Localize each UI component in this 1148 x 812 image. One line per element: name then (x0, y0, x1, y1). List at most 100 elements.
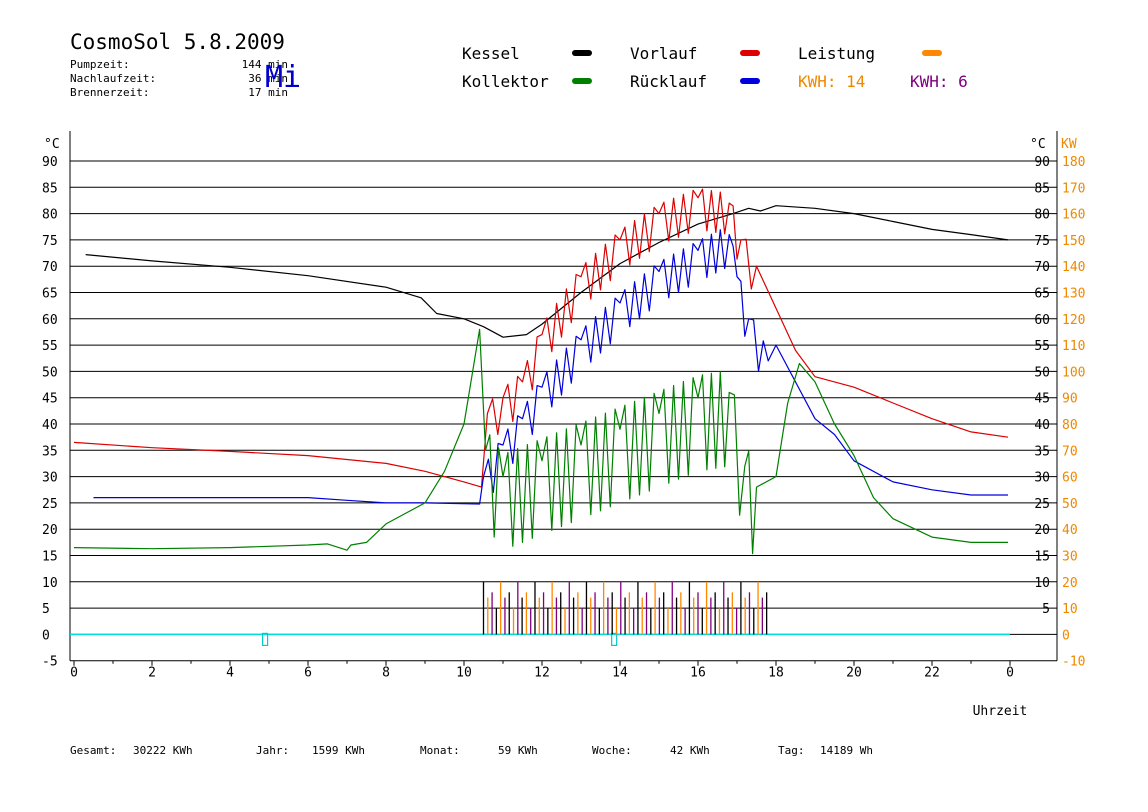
footer-gesamt-label: Gesamt: (70, 744, 117, 757)
y-axis-unit-left: °C (44, 137, 60, 152)
y-tick-label-right: 30 (1034, 471, 1050, 486)
stat-label: Pumpzeit: (70, 58, 130, 71)
y-tick-label-power: 140 (1062, 260, 1085, 275)
footer-woche-value: 42 KWh (670, 744, 710, 757)
x-tick-label: 12 (534, 666, 550, 681)
y-tick-label-power: 70 (1062, 444, 1078, 459)
legend-swatch-vorlauf (740, 50, 760, 56)
y-tick-label-left: 5 (42, 602, 50, 617)
y-tick-label-right: 45 (1034, 392, 1050, 407)
y-tick-label-power: 0 (1062, 628, 1070, 643)
series-line-rücklauf (93, 229, 1008, 505)
y-tick-label-right: 15 (1034, 550, 1050, 565)
y-tick-label-left: 35 (42, 444, 58, 459)
y-tick-label-left: 65 (42, 287, 58, 302)
y-tick-label-right: 60 (1034, 313, 1050, 328)
y-tick-label-left: 70 (42, 260, 58, 275)
y-tick-label-left: 20 (42, 523, 58, 538)
legend-swatch-kessel (572, 50, 592, 56)
x-tick-label: 8 (382, 666, 390, 681)
y-tick-label-left: 25 (42, 497, 58, 512)
x-tick-label: 20 (846, 666, 862, 681)
stat-value: 144 min (241, 58, 288, 71)
y-tick-label-left: 85 (42, 181, 58, 196)
y-tick-label-power: 20 (1062, 576, 1078, 591)
y-tick-label-power: 180 (1062, 155, 1085, 170)
y-tick-label-power: 160 (1062, 208, 1085, 223)
y-tick-label-power: 150 (1062, 234, 1085, 249)
y-tick-label-power: 10 (1062, 602, 1078, 617)
stat-value: 17 min (248, 86, 288, 99)
y-tick-label-right: 85 (1034, 181, 1050, 196)
footer-woche-label: Woche: (592, 744, 632, 757)
y-tick-label-power: 50 (1062, 497, 1078, 512)
baseline-marker (611, 632, 618, 647)
x-tick-label: 2 (148, 666, 156, 681)
series-line-vorlauf (73, 188, 1009, 488)
legend-label-ruecklauf: Rücklauf (630, 72, 708, 91)
legend-swatch-leistung (922, 50, 942, 56)
y-tick-label-power: 120 (1062, 313, 1085, 328)
stat-label: Brennerzeit: (70, 86, 150, 99)
y-tick-label-left: 15 (42, 550, 58, 565)
legend-label-vorlauf: Vorlauf (630, 44, 698, 63)
y-tick-label-left: 60 (42, 313, 58, 328)
legend-swatch-ruecklauf (740, 78, 760, 84)
footer-gesamt-value: 30222 KWh (133, 744, 193, 757)
kwh-burner: KWH: 6 (910, 72, 968, 91)
y-tick-label-right: 20 (1034, 523, 1050, 538)
y-tick-label-right: 35 (1034, 444, 1050, 459)
stat-row: Nachlaufzeit: 36 min (70, 72, 288, 85)
series-line-kessel (85, 205, 1009, 338)
stat-row: Brennerzeit: 17 min (70, 86, 288, 99)
y-tick-label-power: 30 (1062, 550, 1078, 565)
legend-label-kessel: Kessel (462, 44, 520, 63)
y-tick-label-left: 0 (42, 628, 50, 643)
y-tick-label-power: 170 (1062, 181, 1085, 196)
y-tick-label-left: 80 (42, 208, 58, 223)
y-tick-label-right: 10 (1034, 576, 1050, 591)
y-tick-label-right: 70 (1034, 260, 1050, 275)
y-tick-label-power: 80 (1062, 418, 1078, 433)
legend-swatch-kollektor (572, 78, 592, 84)
y-tick-label-power: 40 (1062, 523, 1078, 538)
x-tick-label: 16 (690, 666, 706, 681)
y-tick-label-left: 10 (42, 576, 58, 591)
kwh-solar: KWH: 14 (798, 72, 866, 91)
x-tick-label: 18 (768, 666, 784, 681)
x-tick-label: 0 (70, 666, 78, 681)
y-tick-label-left: 40 (42, 418, 58, 433)
y-tick-label-right: 50 (1034, 365, 1050, 380)
legend-label-kollektor: Kollektor (462, 72, 549, 91)
x-axis-label: Uhrzeit (973, 704, 1028, 719)
stat-label: Nachlaufzeit: (70, 72, 157, 85)
y-tick-label-right: 90 (1034, 155, 1050, 170)
footer-monat-label: Monat: (420, 744, 460, 757)
y-tick-label-left: 30 (42, 471, 58, 486)
y-tick-label-left: 90 (42, 155, 58, 170)
footer-jahr-value: 1599 KWh (312, 744, 365, 757)
x-tick-label: 6 (304, 666, 312, 681)
y-axis-unit-right: °C (1030, 137, 1046, 152)
x-tick-label: 10 (456, 666, 472, 681)
footer-monat-value: 59 KWh (498, 744, 538, 757)
y-tick-label-right: 80 (1034, 208, 1050, 223)
y-tick-label-power: 100 (1062, 365, 1085, 380)
weekday-label: Mi (265, 60, 302, 95)
stat-value: 36 min (248, 72, 288, 85)
series-line-kollektor (73, 328, 1008, 555)
page-title: CosmoSol 5.8.2009 (70, 30, 285, 54)
y-tick-label-power: 90 (1062, 392, 1078, 407)
legend-label-leistung: Leistung (798, 44, 876, 63)
x-tick-label: 14 (612, 666, 628, 681)
y-tick-label-left: -5 (42, 655, 58, 670)
y-tick-label-right: 65 (1034, 287, 1050, 302)
y-axis-unit-power: KW (1061, 137, 1077, 152)
x-tick-label: 22 (924, 666, 940, 681)
baseline-marker (262, 632, 269, 647)
footer-tag-value: 14189 Wh (820, 744, 873, 757)
y-tick-label-power: 130 (1062, 287, 1085, 302)
y-tick-label-left: 75 (42, 234, 58, 249)
footer-jahr-label: Jahr: (256, 744, 290, 757)
